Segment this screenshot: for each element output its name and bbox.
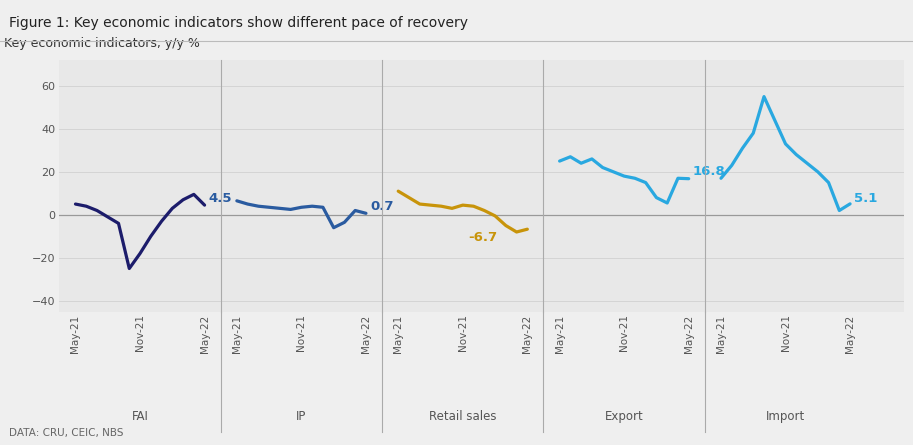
- Text: 4.5: 4.5: [209, 192, 233, 205]
- Text: 16.8: 16.8: [693, 166, 726, 178]
- Text: 0.7: 0.7: [371, 200, 394, 213]
- Text: Retail sales: Retail sales: [429, 409, 497, 423]
- Text: Export: Export: [604, 409, 644, 423]
- Text: FAI: FAI: [131, 409, 149, 423]
- Text: IP: IP: [296, 409, 307, 423]
- Text: 5.1: 5.1: [855, 192, 877, 205]
- Text: Import: Import: [766, 409, 805, 423]
- Text: Figure 1: Key economic indicators show different pace of recovery: Figure 1: Key economic indicators show d…: [9, 16, 468, 29]
- Text: DATA: CRU, CEIC, NBS: DATA: CRU, CEIC, NBS: [9, 429, 123, 438]
- Text: Key economic indicators, y/y %: Key economic indicators, y/y %: [5, 37, 200, 50]
- Text: -6.7: -6.7: [468, 231, 498, 244]
